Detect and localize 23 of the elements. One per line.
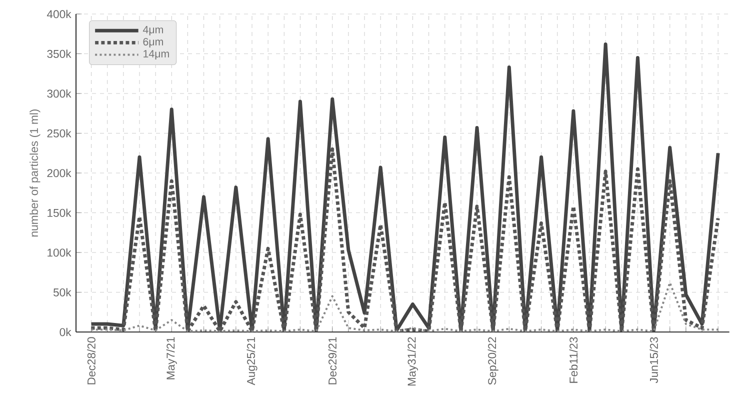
x-tick-label: Sep20/22 [488, 337, 498, 385]
y-tick-label: 300k [47, 89, 72, 98]
y-axis-title: number of particles (1 ml) [30, 109, 40, 236]
x-tick-label: May7/21 [166, 337, 177, 380]
legend-label: 4μm [142, 26, 163, 36]
x-tick-label: Dec28/20 [87, 337, 96, 384]
y-tick-label: 350k [47, 50, 72, 58]
y-tick-label: 400k [46, 10, 72, 18]
x-tick-label: Feb11/23 [569, 337, 578, 383]
y-tick-label: 150k [48, 208, 72, 217]
y-tick-label: 50k [53, 288, 72, 296]
y-tick-label: 0k [60, 328, 72, 336]
x-tick-label: Aug25/21 [246, 337, 258, 386]
x-tick-label: Jun15/23 [650, 337, 658, 384]
x-tick-label: May31/22 [407, 337, 418, 386]
line-series [90, 147, 720, 332]
y-tick-label: 250k [47, 129, 72, 138]
legend-label: 14μm [144, 50, 169, 60]
line-series [90, 282, 720, 332]
x-tick-label: Dec29/21 [328, 337, 337, 384]
y-tick-label: 100k [48, 248, 72, 257]
y-tick-label: 200k [47, 168, 72, 178]
legend-label: 6μm [143, 38, 163, 48]
